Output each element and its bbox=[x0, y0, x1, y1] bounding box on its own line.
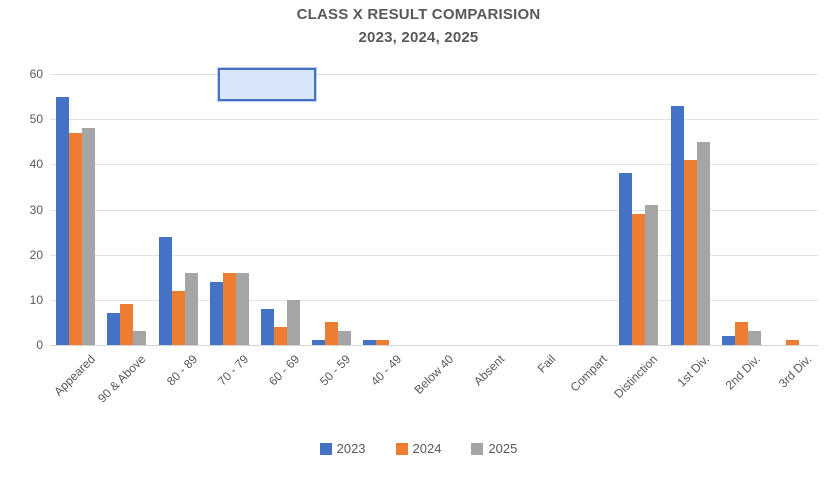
bar-2024-3rd-div[interactable] bbox=[785, 340, 799, 345]
bar-2024-80-89[interactable] bbox=[171, 290, 185, 345]
y-axis-tick-label: 60 bbox=[29, 67, 43, 81]
y-axis-tick-label: 0 bbox=[36, 338, 43, 352]
gridline bbox=[50, 209, 818, 211]
bar-2024-1st-div[interactable] bbox=[683, 159, 697, 345]
x-axis-label-90-above: 90 & Above bbox=[95, 352, 149, 406]
legend-item-2023[interactable]: 2023 bbox=[319, 441, 366, 456]
category-group-below-40: Below 40 bbox=[408, 74, 459, 397]
bar-2024-distinction[interactable] bbox=[632, 214, 646, 345]
category-group-80-89: 80 - 89 bbox=[152, 74, 203, 388]
bar-2023-60-69[interactable] bbox=[260, 308, 274, 345]
bar-2025-80-89[interactable] bbox=[184, 272, 198, 345]
chart-subtitle: 2023, 2024, 2025 bbox=[358, 29, 479, 46]
x-axis-label-80-89: 80 - 89 bbox=[163, 352, 200, 389]
legend-swatch-2023 bbox=[319, 442, 332, 455]
bar-2023-2nd-div[interactable] bbox=[721, 335, 735, 345]
bar-2023-appeared[interactable] bbox=[56, 96, 70, 345]
legend-swatch-2025 bbox=[471, 442, 484, 455]
bar-2025-60-69[interactable] bbox=[286, 299, 300, 345]
legend-item-2025[interactable]: 2025 bbox=[471, 441, 517, 456]
category-group-40-49: 40 - 49 bbox=[357, 74, 408, 388]
bar-2023-distinction[interactable] bbox=[619, 173, 633, 345]
x-axis-label-1st-div: 1st Div. bbox=[674, 352, 712, 390]
gridline bbox=[50, 164, 818, 166]
bar-2025-appeared[interactable] bbox=[82, 128, 96, 345]
x-axis-label-70-79: 70 - 79 bbox=[214, 352, 252, 389]
y-axis-tick-label: 20 bbox=[29, 247, 43, 262]
category-group-90-above: 90 & Above bbox=[95, 74, 152, 405]
x-axis-label-fail: Fail bbox=[534, 352, 559, 376]
legend-swatch-2024 bbox=[395, 442, 408, 455]
bar-2023-40-49[interactable] bbox=[363, 340, 377, 345]
category-group-appeared: Appeared bbox=[50, 74, 101, 399]
bar-2023-1st-div[interactable] bbox=[670, 105, 684, 345]
bar-2023-90-above[interactable] bbox=[107, 313, 121, 345]
x-axis-label-60-69: 60 - 69 bbox=[266, 352, 303, 389]
bar-2025-1st-div[interactable] bbox=[696, 141, 710, 345]
plot-area: 0 10 20 30 40 50 60 Appeared 90 & Above 80 - 89 70… bbox=[30, 67, 818, 405]
legend-item-2024[interactable]: 2024 bbox=[395, 441, 442, 456]
bar-2025-50-59[interactable] bbox=[338, 331, 352, 345]
x-axis-label-3rd-div: 3rd Div. bbox=[775, 352, 815, 391]
category-group-distinction: Distinction bbox=[612, 74, 664, 401]
bar-2024-60-69[interactable] bbox=[273, 326, 287, 345]
legend: 2023 2024 2025 bbox=[0, 441, 837, 456]
x-axis-label-2nd-div: 2nd Div. bbox=[722, 352, 764, 393]
chart-title: CLASS X RESULT COMPARISION bbox=[296, 6, 541, 23]
x-axis-line bbox=[50, 345, 818, 346]
bar-2024-70-79[interactable] bbox=[222, 272, 236, 345]
bar-2024-40-49[interactable] bbox=[376, 340, 390, 345]
y-axis-tick-label: 40 bbox=[29, 157, 43, 172]
bar-2024-50-59[interactable] bbox=[325, 322, 339, 345]
y-axis-tick-label: 30 bbox=[29, 202, 43, 217]
bar-2023-80-89[interactable] bbox=[158, 236, 172, 345]
bar-2025-90-above[interactable] bbox=[133, 331, 147, 345]
x-axis-label-40-49: 40 - 49 bbox=[368, 352, 405, 389]
category-group-50-59: 50 - 59 bbox=[306, 74, 357, 388]
category-group-1st-div: 1st Div. bbox=[664, 74, 715, 390]
x-axis-label-below-40: Below 40 bbox=[411, 352, 456, 397]
bar-2025-2nd-div[interactable] bbox=[747, 331, 761, 345]
category-group-compart: Compart bbox=[562, 74, 613, 394]
legend-label-2024: 2024 bbox=[412, 441, 442, 456]
gridline bbox=[50, 119, 818, 121]
bar-2024-2nd-div[interactable] bbox=[734, 322, 748, 345]
x-axis-label-distinction: Distinction bbox=[611, 352, 661, 402]
gridline bbox=[50, 299, 818, 301]
x-axis-label-compart: Compart bbox=[567, 352, 610, 395]
x-axis-label-absent: Absent bbox=[470, 352, 508, 389]
bar-2025-70-79[interactable] bbox=[235, 272, 249, 345]
x-axis-label-appeared: Appeared bbox=[50, 352, 98, 399]
bar-groups: Appeared 90 & Above 80 - 89 70 - 79 60 - 69 5… bbox=[50, 74, 818, 405]
gridline bbox=[50, 74, 818, 75]
category-group-70-79: 70 - 79 bbox=[204, 74, 255, 388]
bar-2023-70-79[interactable] bbox=[209, 281, 223, 345]
y-axis-tick-label: 10 bbox=[29, 292, 43, 307]
bar-2023-50-59[interactable] bbox=[312, 340, 326, 345]
legend-label-2025: 2025 bbox=[488, 441, 518, 456]
category-group-2nd-div: 2nd Div. bbox=[716, 74, 767, 392]
legend-label-2023: 2023 bbox=[336, 441, 366, 456]
bar-2025-distinction[interactable] bbox=[645, 204, 659, 345]
x-axis-label-50-59: 50 - 59 bbox=[317, 352, 354, 389]
bar-2024-appeared[interactable] bbox=[69, 132, 83, 345]
gridline bbox=[50, 254, 818, 256]
bar-2024-90-above[interactable] bbox=[120, 304, 134, 345]
selection-box[interactable] bbox=[218, 68, 316, 101]
category-group-3rd-div: 3rd Div. bbox=[767, 74, 818, 391]
category-group-60-69: 60 - 69 bbox=[255, 74, 306, 388]
category-group-absent: Absent bbox=[460, 74, 511, 388]
y-axis-tick-label: 50 bbox=[29, 112, 43, 127]
category-group-fail: Fail bbox=[511, 74, 562, 376]
